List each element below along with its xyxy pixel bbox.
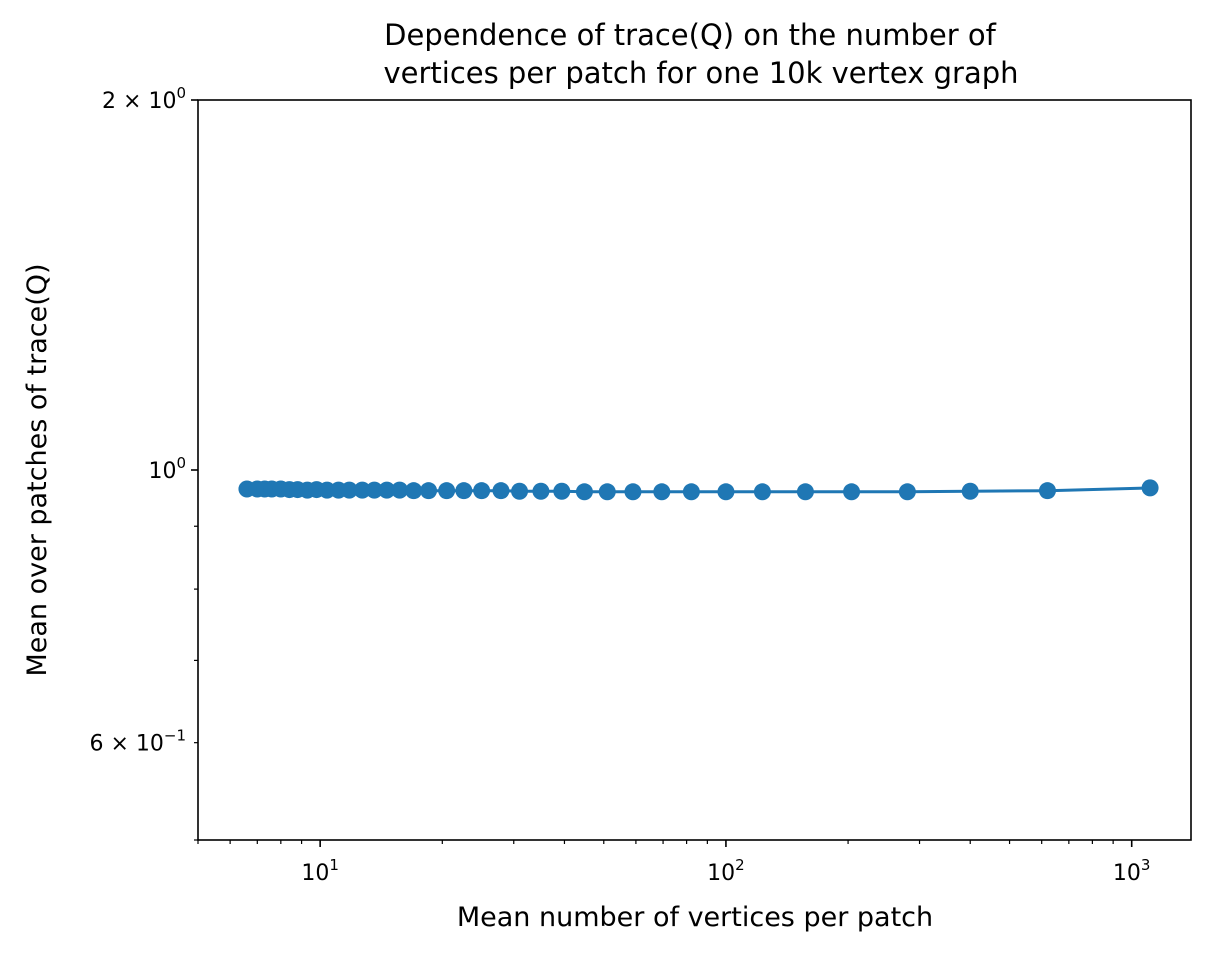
data-point: [365, 481, 383, 499]
x-axis-ticks: 101 102 103: [197, 840, 1151, 886]
chart-title-line2: vertices per patch for one 10k vertex gr…: [383, 56, 1018, 90]
data-point: [624, 483, 642, 501]
data-point: [353, 481, 371, 499]
x-tick-label: 103: [1113, 856, 1151, 886]
data-point: [420, 482, 438, 500]
chart-title-line1: Dependence of trace(Q) on the number of: [384, 18, 996, 52]
data-point: [492, 482, 510, 500]
data-point: [405, 482, 423, 500]
data-point: [1141, 479, 1159, 497]
x-tick-label: 101: [301, 856, 339, 886]
data-point: [796, 483, 814, 501]
plot-area: [238, 479, 1159, 501]
x-tick-label: 102: [707, 856, 745, 886]
data-point: [473, 482, 491, 500]
data-point: [898, 483, 916, 501]
y-axis-label: Mean over patches of trace(Q): [22, 263, 53, 676]
y-tick-label: 100: [148, 454, 186, 484]
data-point: [717, 483, 735, 501]
data-point: [438, 482, 456, 500]
data-point: [391, 481, 409, 499]
y-tick-label: 6 × 10−1: [89, 727, 186, 757]
y-axis-ticks: 2 × 100 100 6 × 10−1: [89, 84, 198, 841]
y-tick-label: 2 × 100: [102, 84, 186, 114]
data-point: [532, 482, 550, 500]
data-point: [553, 482, 571, 500]
data-point: [575, 483, 593, 501]
data-point: [961, 482, 979, 500]
data-point: [682, 483, 700, 501]
data-point: [598, 483, 616, 501]
data-point: [378, 481, 396, 499]
data-point: [511, 482, 529, 500]
data-point: [843, 483, 861, 501]
data-point: [455, 482, 473, 500]
data-point: [653, 483, 671, 501]
data-point: [753, 483, 771, 501]
data-point: [340, 481, 358, 499]
axes-frame: [197, 99, 1192, 841]
data-point: [1038, 482, 1056, 500]
x-axis-label: Mean number of vertices per patch: [457, 902, 933, 933]
